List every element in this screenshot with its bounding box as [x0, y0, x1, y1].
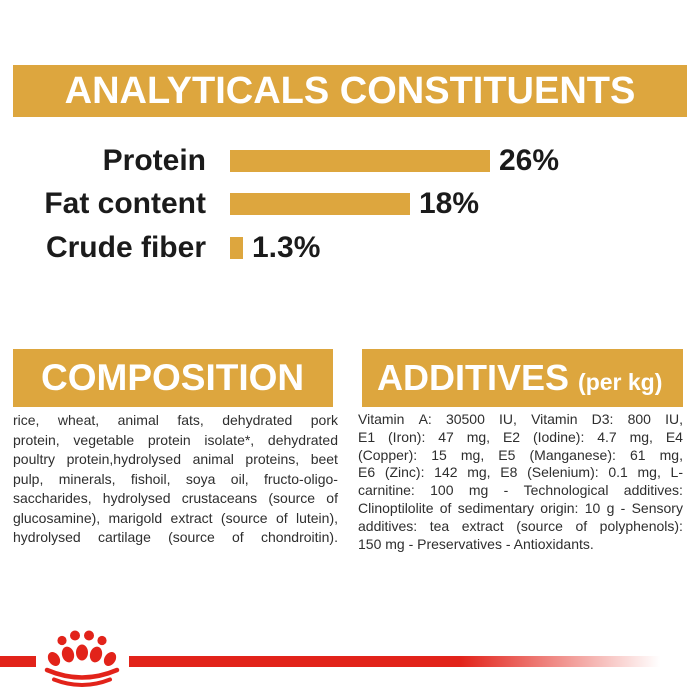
additives-text: Vitamin A: 30500 IU, Vitamin D3: 800 IU, E1 (Iro…	[358, 411, 683, 553]
composition-line: poultry protein,hydrolysed animal proteins,…	[13, 451, 338, 467]
royal-canin-crown-paw-logo	[44, 630, 120, 687]
red-stripe-left	[0, 656, 36, 667]
additives-line: E1 (Iron): 47 mg, E2 (Iodine): 4.7 mg, E4	[358, 428, 683, 445]
composition-line: rice, wheat, animal fats, dehydrated pork	[13, 412, 338, 428]
additives-line: E6 (Zinc): 142 mg, E8 (Selenium): 0.1 mg, L-	[358, 464, 683, 481]
additives-line: carnitine: 100 mg - Technological additives:	[358, 482, 683, 499]
composition-line: glucosamine), marigold extract (source of lut…	[13, 509, 338, 526]
bar-row-protein: Protein 26%	[0, 144, 700, 177]
composition-band: COMPOSITION	[13, 349, 333, 407]
protein-bar-group: 26%	[230, 144, 559, 178]
bar-row-crude-fiber: Crude fiber 1.3%	[0, 231, 700, 264]
composition-title: COMPOSITION	[41, 357, 305, 398]
fat-content-bar	[230, 193, 410, 215]
fat-content-bar-group: 18%	[230, 187, 479, 221]
composition-line: saccharides, hydrolysed crustaceans (source…	[13, 490, 338, 506]
protein-label: Protein	[102, 144, 206, 177]
protein-bar	[230, 150, 490, 172]
composition-line: hydrolysed cartilage (source of chondroitin)…	[13, 529, 338, 545]
analytical-constituents-title: ANALYTICALS CONSTITUENTS	[64, 70, 636, 112]
additives-band: ADDITIVES (per kg)	[362, 349, 683, 407]
composition-line: protein, vegetable protein isolate*, dehydra…	[13, 431, 338, 448]
additives-line: additives: tea extract (source of polyphenols…	[358, 517, 683, 534]
additives-line: Clinoptilolite of sedimentary origin: 10 g - Se…	[358, 499, 683, 516]
crude-fiber-label: Crude fiber	[45, 231, 206, 264]
protein-value: 26%	[499, 144, 560, 177]
composition-text: rice, wheat, animal fats, dehydrated pork pro…	[13, 411, 338, 548]
additives-title: ADDITIVES	[377, 357, 570, 398]
additives-line: (Copper): 15 mg, E5 (Manganese): 61 mg,	[358, 446, 683, 463]
crude-fiber-value: 1.3%	[252, 231, 321, 264]
analytical-constituents-band: ANALYTICALS CONSTITUENTS	[13, 65, 687, 117]
fat-content-label: Fat content	[44, 187, 206, 220]
additives-line: Vitamin A: 30500 IU, Vitamin D3: 800 IU,	[358, 411, 683, 427]
composition-line: pulp, minerals, fishoil, soya oil, fructo-oli…	[13, 470, 338, 487]
additives-title-suffix: (per kg)	[578, 369, 663, 395]
bar-row-fat-content: Fat content 18%	[0, 187, 700, 220]
additives-line: 150 mg - Preservatives - Antioxidants.	[358, 535, 594, 552]
crude-fiber-bar-group: 1.3%	[230, 231, 320, 265]
fat-content-value: 18%	[419, 187, 480, 220]
red-stripe-right-fading	[129, 656, 700, 667]
crude-fiber-bar	[230, 237, 243, 259]
